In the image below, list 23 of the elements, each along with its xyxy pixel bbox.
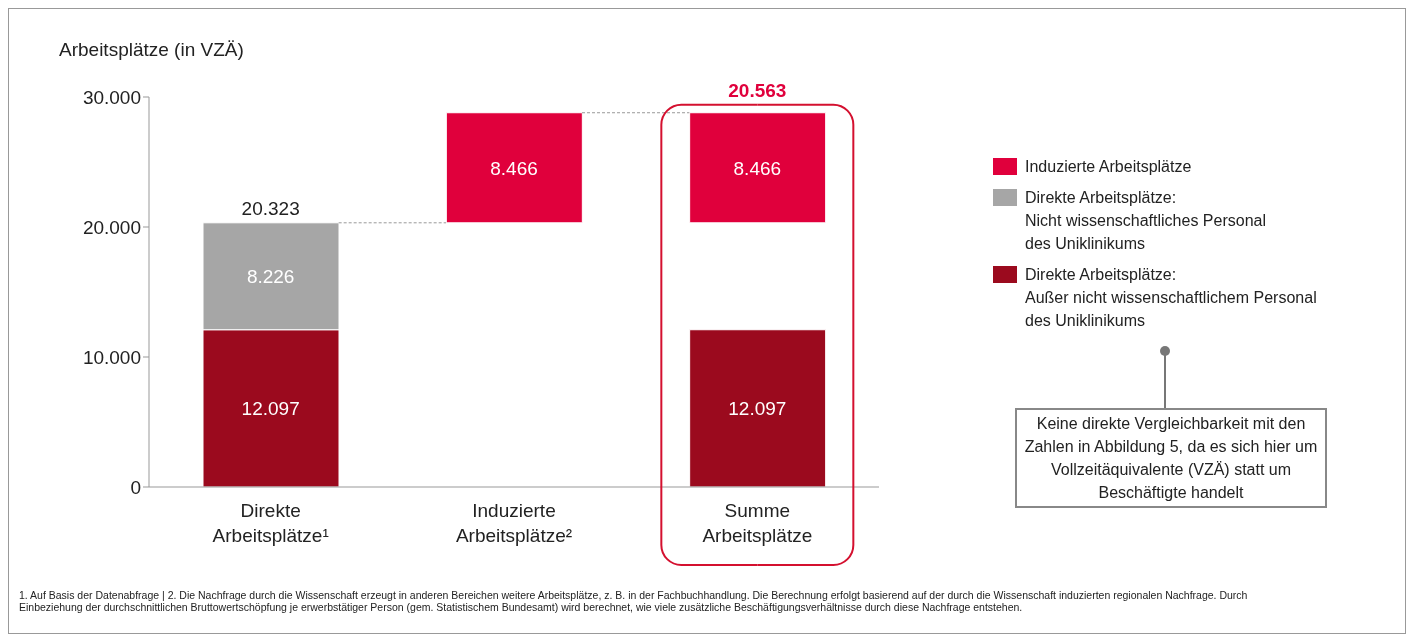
y-tick-label: 10.000 (82, 346, 141, 368)
y-axis-title: Arbeitsplätze (in VZÄ) (59, 39, 244, 61)
bar (689, 112, 827, 224)
data-label: 12.097 (728, 398, 787, 420)
y-tick-label: 20.000 (82, 216, 141, 238)
data-label: 8.466 (490, 157, 538, 179)
total-label: 20.323 (241, 197, 300, 219)
x-tick-label: Summe Arbeitsplätze (702, 500, 813, 546)
text: 1. Auf Basis der Datenabfrage | 2. Die Nachfrage durch die Wissenschaft erzeugt in anderen Bereichen weitere Arbeitsplätze, z. B. in der Fachbuchhandlung. Die Berechnung erfolgt basierend auf der durch die Wissenschaft induzierten regionalen Nachfrage. Durch Einbeziehung der durchschnittlichen Bruttowertschöpfung je erwerbstätiger Person (gem. Statistischem Bundesamt) wird berechnet, wie viele zusätzliche Beschäftigungsverhältnisse durch diese Nachfrage entstehen. (19, 589, 1249, 613)
total-label: 20.563 (728, 79, 787, 101)
y-tick-label: 0 (130, 476, 141, 498)
legend-label: Direkte Arbeitsplätze: Nicht wissenschaftliches Personal des Uniklinikums (1025, 188, 1266, 254)
bar (689, 329, 827, 487)
legend-label: Direkte Arbeitsplätze: Außer nicht wissenschaftlichem Personal des Uniklinikums (1025, 265, 1317, 331)
text: Keine direkte Vergleichbarkeit mit den Zahlen in Abbildung 5, da es sich hier um Vollzeitäquivalente (VZÄ) statt um Beschäftigte handelt (1015, 408, 1327, 508)
x-tick-label: Induzierte Arbeitsplätze² (455, 500, 573, 546)
legend-label: Induzierte Arbeitsplätze (1025, 157, 1192, 177)
data-label: 12.097 (241, 398, 300, 420)
data-label: 8.466 (733, 157, 782, 179)
data-label: 8.226 (246, 266, 295, 288)
y-tick-label: 30.000 (82, 86, 141, 108)
bar (445, 112, 583, 224)
x-tick-label: Direkte Arbeitsplätze¹ (212, 500, 329, 546)
